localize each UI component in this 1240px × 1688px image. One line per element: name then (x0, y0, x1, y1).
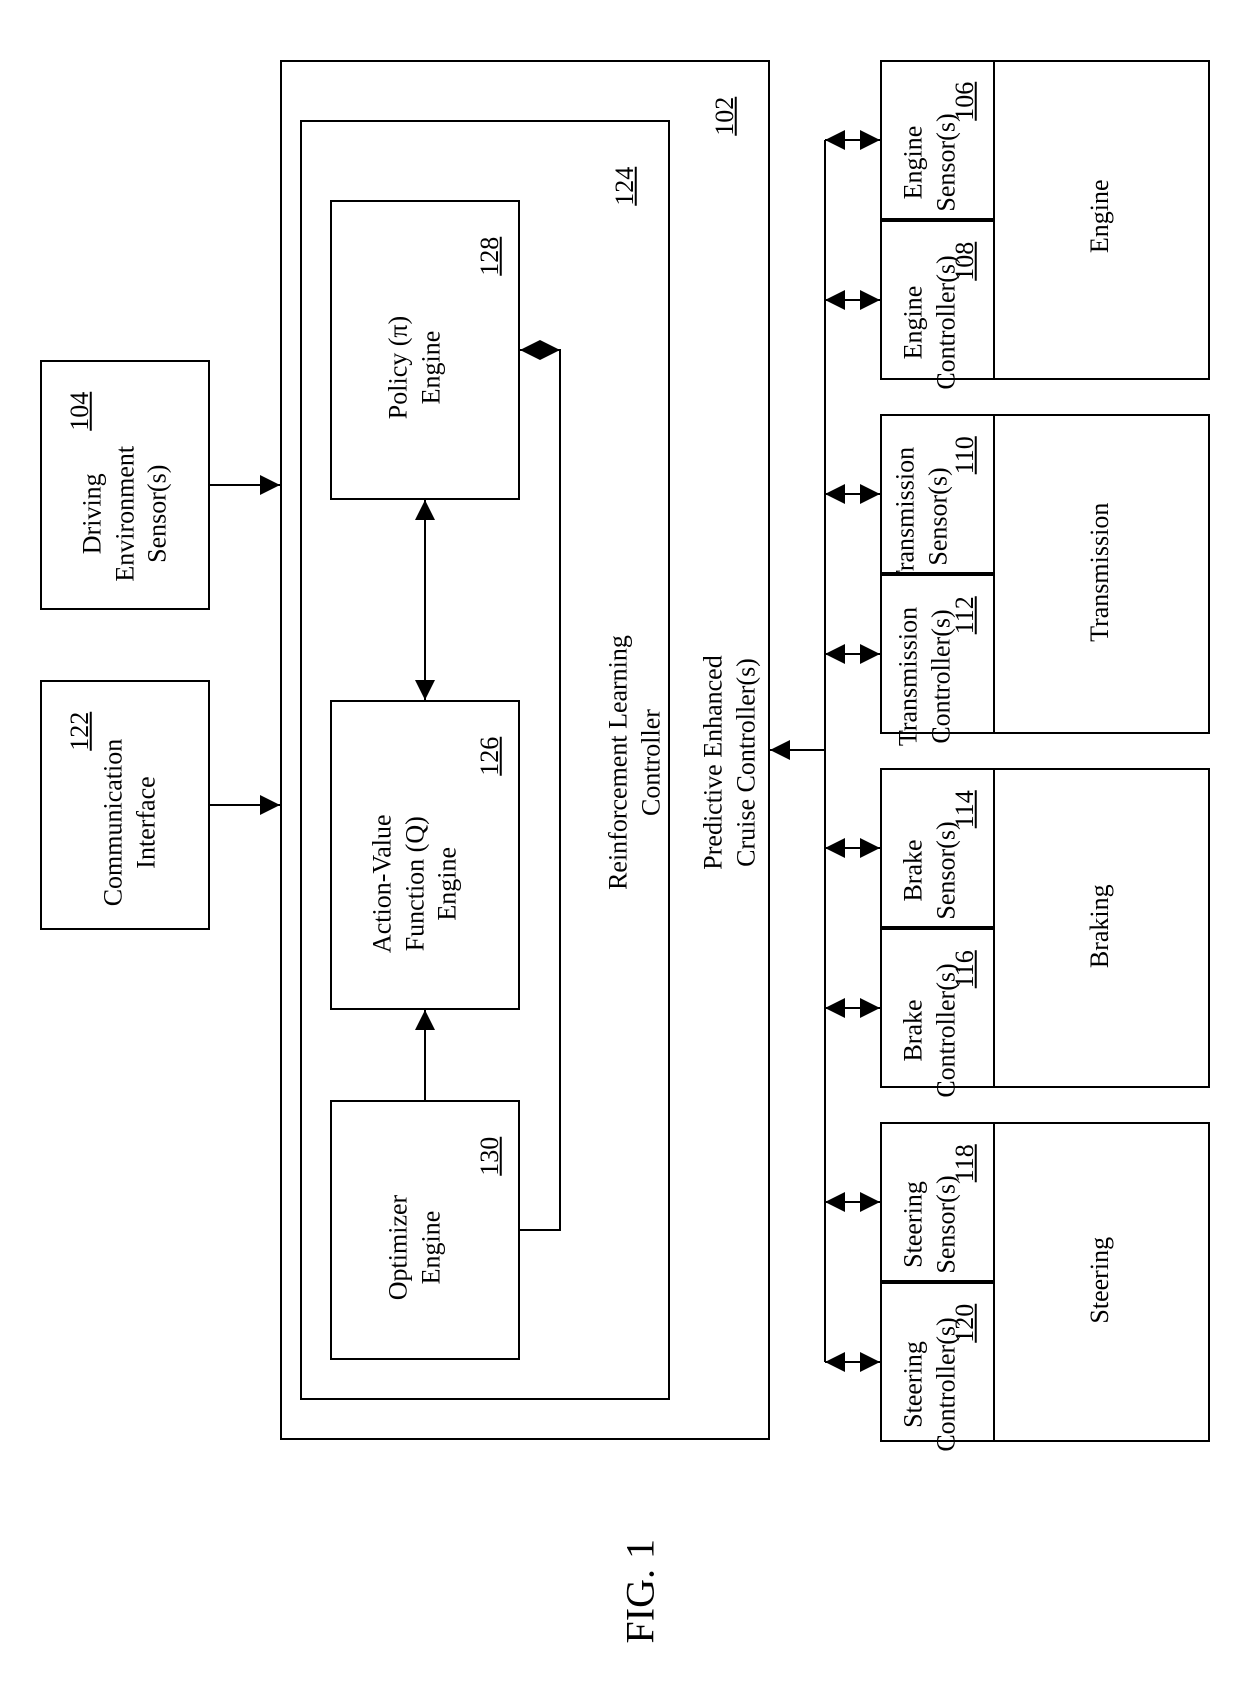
label-avq: Action-ValueFunction (Q)Engine (366, 744, 464, 1024)
label-steer: Steering (1084, 1220, 1117, 1340)
ref-avq: 126 (474, 731, 507, 781)
ref-optimizer: 130 (474, 1131, 507, 1181)
ref-policy: 128 (474, 231, 507, 281)
label-optimizer: OptimizerEngine (383, 1133, 448, 1363)
ref-pecc: 102 (709, 91, 742, 141)
label-brake: Braking (1084, 866, 1117, 986)
label-steer-ctrl: SteeringController(s) (898, 1275, 963, 1495)
ref-comm-if: 122 (64, 706, 97, 756)
label-pecc: Predictive EnhancedCruise Controller(s) (698, 563, 763, 963)
label-rlc: Reinforcement LearningController (603, 563, 668, 963)
ref-rlc: 124 (609, 161, 642, 211)
label-comm-if: CommunicationInterface (98, 683, 163, 963)
figure-label: FIG. 1 (617, 1504, 664, 1644)
label-brake-ctrl: BrakeController(s) (898, 921, 963, 1141)
label-engine-ctrl: EngineController(s) (898, 213, 963, 433)
label-engine: Engine (1084, 156, 1117, 276)
label-trans-ctrl: TransmissionController(s) (893, 562, 958, 792)
label-driving-env: DrivingEnvironmentSensor(s) (76, 364, 174, 664)
label-policy: Policy (π)Engine (383, 243, 448, 493)
label-trans: Transmission (1084, 482, 1117, 662)
diagram-canvas: 104 DrivingEnvironmentSensor(s) 122 Comm… (0, 0, 1240, 1688)
